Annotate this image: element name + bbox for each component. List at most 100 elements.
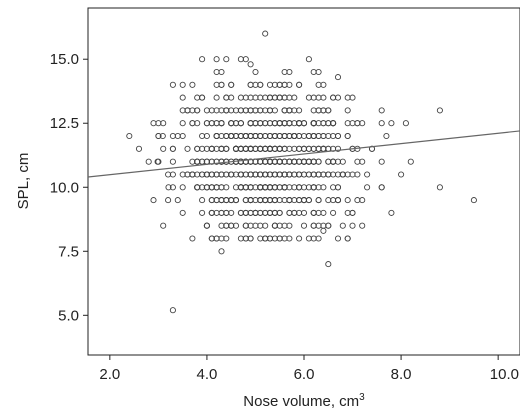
data-point [169,184,176,191]
data-point [349,171,356,178]
data-point [436,184,443,191]
data-point [252,68,259,76]
data-point [286,197,293,204]
data-point [208,145,215,152]
data-point [213,171,220,178]
data-point [305,94,312,101]
data-point [334,235,342,242]
y-tick-label: 5.0 [58,307,79,324]
data-point [320,209,327,216]
data-point [247,61,254,68]
data-point [228,171,235,178]
data-point [266,209,274,216]
data-point [325,261,332,268]
data-point [315,68,322,76]
data-point [218,81,225,88]
data-point [165,184,172,191]
data-point [286,209,293,216]
data-point [169,81,176,88]
data-point [262,222,269,229]
data-point [266,158,274,165]
data-point [150,197,157,204]
data-point [247,81,254,88]
data-point [213,56,220,63]
data-point [330,171,337,178]
data-point [359,222,366,229]
data-point [165,171,172,178]
data-point [252,171,259,178]
data-point [252,120,259,127]
x-tick-label: 4.0 [196,366,217,383]
data-point [247,120,254,127]
data-point [320,227,327,234]
data-point [262,30,269,37]
data-point [237,158,244,165]
data-point [228,209,235,216]
data-point [436,107,443,114]
data-point [305,197,312,204]
data-point [203,107,210,114]
data-point [296,120,303,127]
data-point [208,197,215,204]
data-point [276,132,283,140]
data-point [310,184,317,191]
data-point [402,120,409,127]
data-point [286,171,293,178]
data-point [349,222,356,229]
data-point [237,132,244,140]
data-point [354,120,361,127]
data-point [320,132,327,140]
data-point [276,235,283,242]
data-point [247,209,254,216]
data-point [218,107,225,114]
data-point [237,94,244,101]
data-point [378,184,385,191]
data-point [286,120,293,127]
data-point [310,120,317,127]
data-point [266,235,274,242]
data-point [388,120,395,127]
data-point [242,171,249,178]
data-point [218,68,225,76]
data-point [271,107,278,114]
data-point [276,145,283,152]
data-point [203,171,210,178]
data-point [300,209,308,216]
data-point [223,56,230,63]
data-point [179,184,186,191]
data-point [330,94,337,101]
data-point [247,107,254,114]
data-point [189,81,196,88]
data-point [228,94,235,101]
y-tick-label: 12.5 [50,115,79,132]
data-point [271,94,278,101]
data-point [242,222,249,229]
data-point [281,81,288,88]
data-point [194,158,201,165]
data-point [300,184,308,191]
data-point [223,145,230,152]
data-point [189,171,196,178]
data-point [344,197,351,204]
data-point [126,132,133,140]
data-point [344,235,351,242]
data-point [300,158,308,165]
data-point [237,235,244,242]
data-point [354,197,361,204]
data-point [470,197,477,204]
data-point [169,132,176,140]
data-point [228,120,235,127]
data-point [305,171,312,178]
data-point [257,235,264,242]
data-point [237,171,244,178]
data-point [344,107,351,114]
data-point [242,145,249,152]
data-point [281,184,288,191]
y-tick-label: 15.0 [50,51,79,68]
data-point [296,107,303,114]
data-point [334,94,342,101]
data-point [271,222,278,229]
data-point [179,120,186,127]
data-point [135,145,143,152]
